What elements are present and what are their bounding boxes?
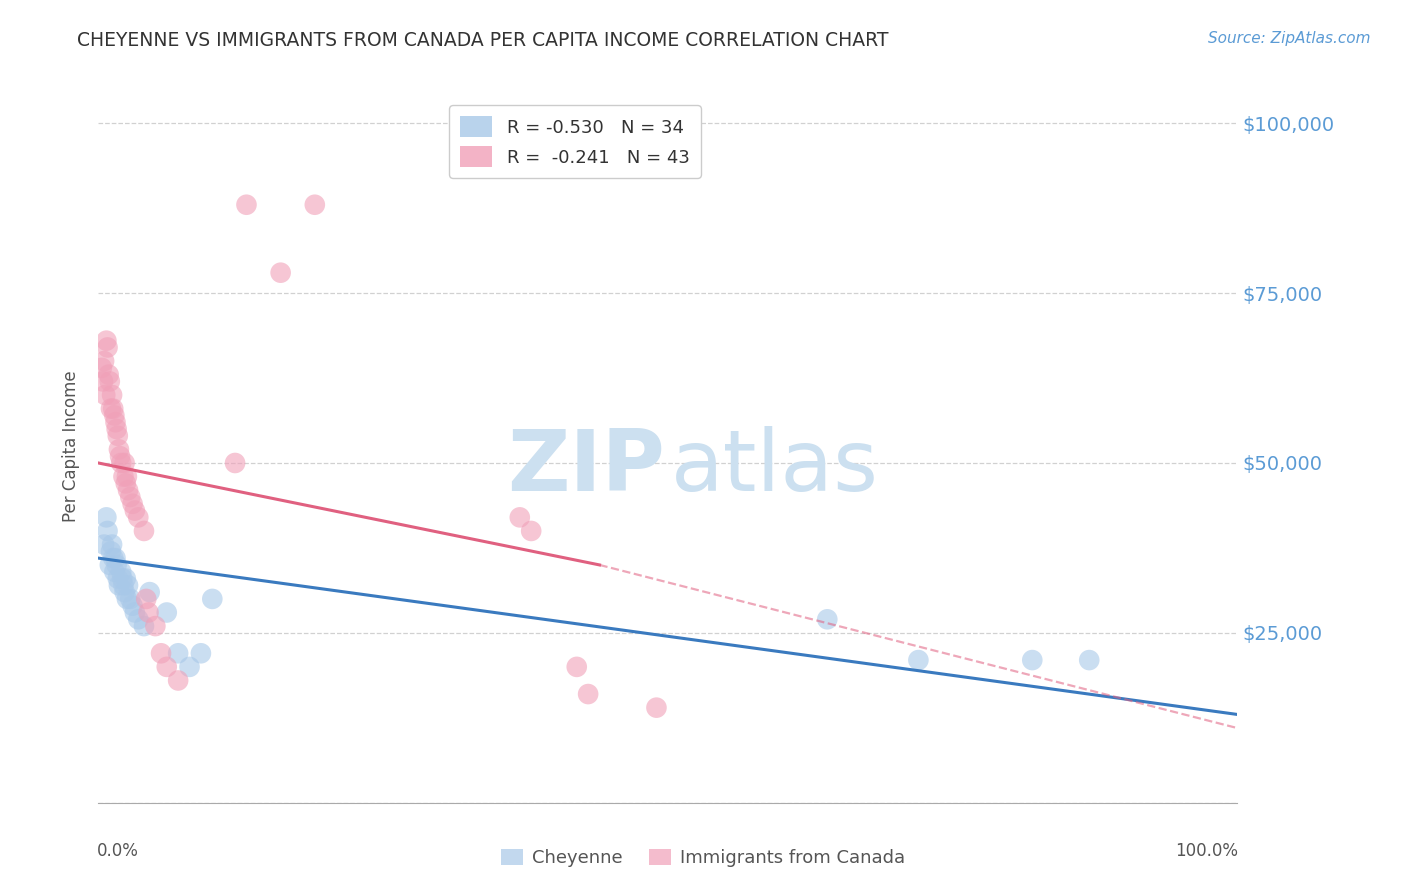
Point — [96, 341, 118, 355]
Point — [120, 591, 142, 606]
Point — [96, 524, 118, 538]
Point — [114, 585, 136, 599]
Point — [103, 551, 125, 566]
Point — [121, 599, 143, 613]
Y-axis label: Per Capita Income: Per Capita Income — [62, 370, 80, 522]
Point — [98, 375, 121, 389]
Point — [114, 572, 136, 586]
Point — [115, 469, 138, 483]
Point — [110, 565, 132, 579]
Point — [224, 456, 246, 470]
Point — [93, 537, 115, 551]
Point — [112, 578, 135, 592]
Point — [108, 578, 131, 592]
Point — [150, 646, 173, 660]
Point — [201, 591, 224, 606]
Text: atlas: atlas — [671, 425, 879, 509]
Point — [815, 612, 838, 626]
Point — [124, 606, 146, 620]
Point — [190, 646, 212, 660]
Point — [112, 469, 135, 483]
Point — [115, 591, 138, 606]
Point — [121, 497, 143, 511]
Point — [97, 368, 120, 382]
Point — [104, 551, 127, 566]
Text: Source: ZipAtlas.com: Source: ZipAtlas.com — [1208, 31, 1371, 46]
Point — [156, 606, 179, 620]
Point — [114, 476, 136, 491]
Point — [509, 510, 531, 524]
Point — [138, 585, 160, 599]
Point — [100, 401, 122, 416]
Point — [117, 578, 139, 592]
Point — [645, 700, 668, 714]
Point — [107, 572, 129, 586]
Point — [105, 558, 128, 572]
Point — [132, 524, 155, 538]
Point — [520, 524, 543, 538]
Point — [111, 572, 134, 586]
Point — [107, 429, 129, 443]
Point — [127, 510, 149, 524]
Point — [135, 591, 157, 606]
Point — [120, 490, 142, 504]
Point — [907, 653, 929, 667]
Point — [101, 388, 124, 402]
Point — [565, 660, 588, 674]
Point — [270, 266, 292, 280]
Point — [93, 354, 115, 368]
Point — [235, 198, 257, 212]
Point — [91, 375, 114, 389]
Point — [101, 537, 124, 551]
Point — [576, 687, 599, 701]
Point — [103, 401, 125, 416]
Point — [304, 198, 326, 212]
Point — [96, 510, 118, 524]
Point — [100, 544, 122, 558]
Point — [167, 673, 190, 688]
Point — [156, 660, 179, 674]
Text: 100.0%: 100.0% — [1175, 842, 1239, 860]
Point — [104, 415, 127, 429]
Point — [1021, 653, 1043, 667]
Legend: R = -0.530   N = 34, R =  -0.241   N = 43: R = -0.530 N = 34, R = -0.241 N = 43 — [449, 105, 700, 178]
Point — [167, 646, 190, 660]
Point — [96, 334, 118, 348]
Point — [110, 456, 132, 470]
Point — [103, 409, 125, 423]
Point — [94, 388, 117, 402]
Text: ZIP: ZIP — [506, 425, 665, 509]
Point — [90, 360, 112, 375]
Point — [132, 619, 155, 633]
Point — [1078, 653, 1101, 667]
Point — [98, 558, 121, 572]
Point — [108, 449, 131, 463]
Point — [127, 612, 149, 626]
Point — [105, 422, 128, 436]
Point — [124, 503, 146, 517]
Point — [103, 565, 125, 579]
Point — [108, 442, 131, 457]
Point — [117, 483, 139, 498]
Point — [114, 456, 136, 470]
Text: 0.0%: 0.0% — [97, 842, 139, 860]
Legend: Cheyenne, Immigrants from Canada: Cheyenne, Immigrants from Canada — [494, 841, 912, 874]
Text: CHEYENNE VS IMMIGRANTS FROM CANADA PER CAPITA INCOME CORRELATION CHART: CHEYENNE VS IMMIGRANTS FROM CANADA PER C… — [77, 31, 889, 50]
Point — [179, 660, 201, 674]
Point — [145, 619, 167, 633]
Point — [138, 606, 160, 620]
